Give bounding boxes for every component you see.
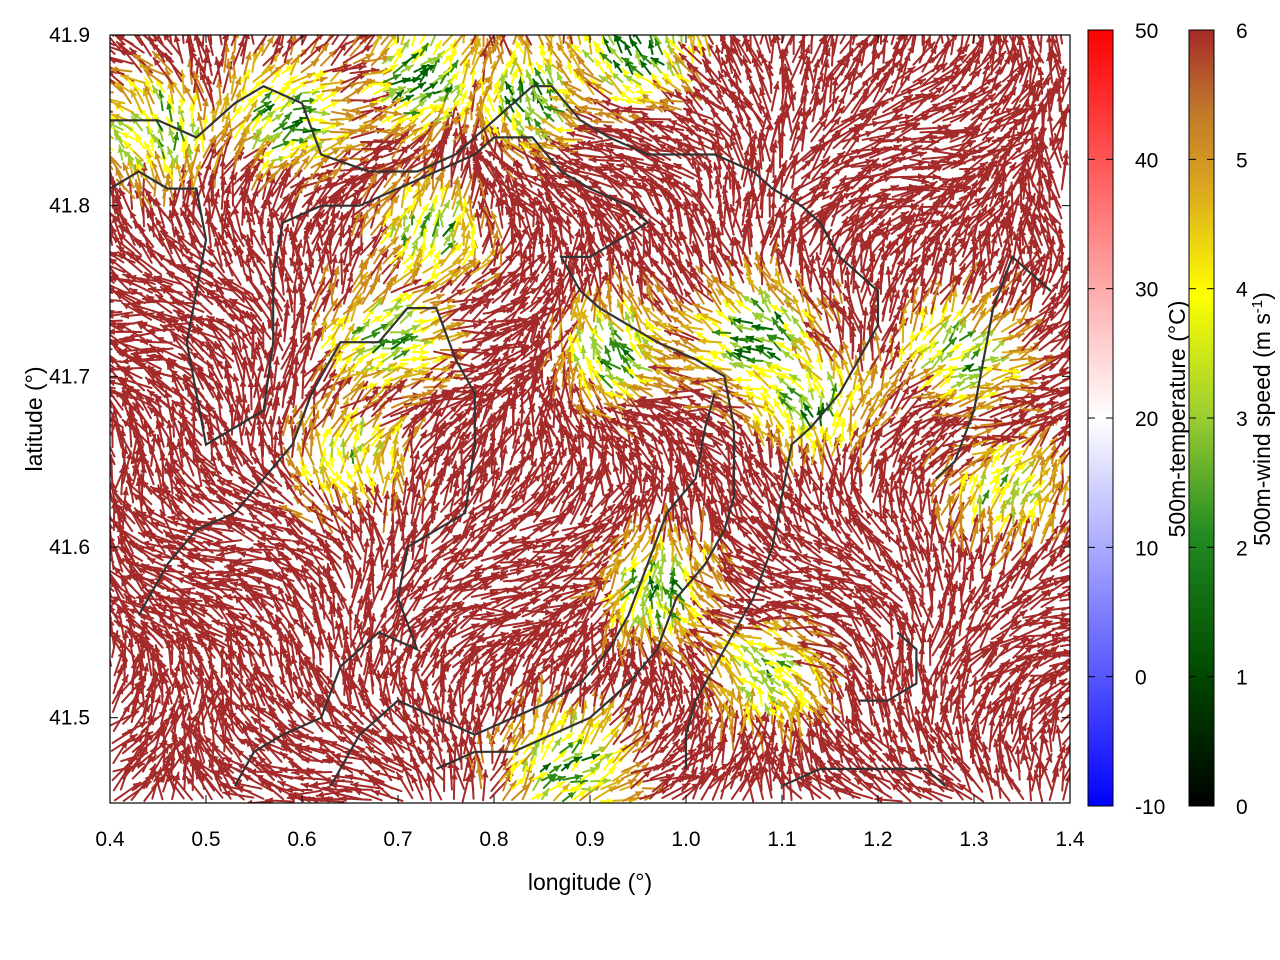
wind-vector (81, 305, 114, 312)
wind-vector-layer (80, 10, 1094, 806)
wind-vector (83, 341, 111, 350)
wind-vector (94, 602, 111, 626)
wind-vector (94, 585, 112, 607)
wind-vector (91, 560, 112, 580)
plot-area (80, 10, 1094, 806)
wind-vector (85, 329, 112, 336)
